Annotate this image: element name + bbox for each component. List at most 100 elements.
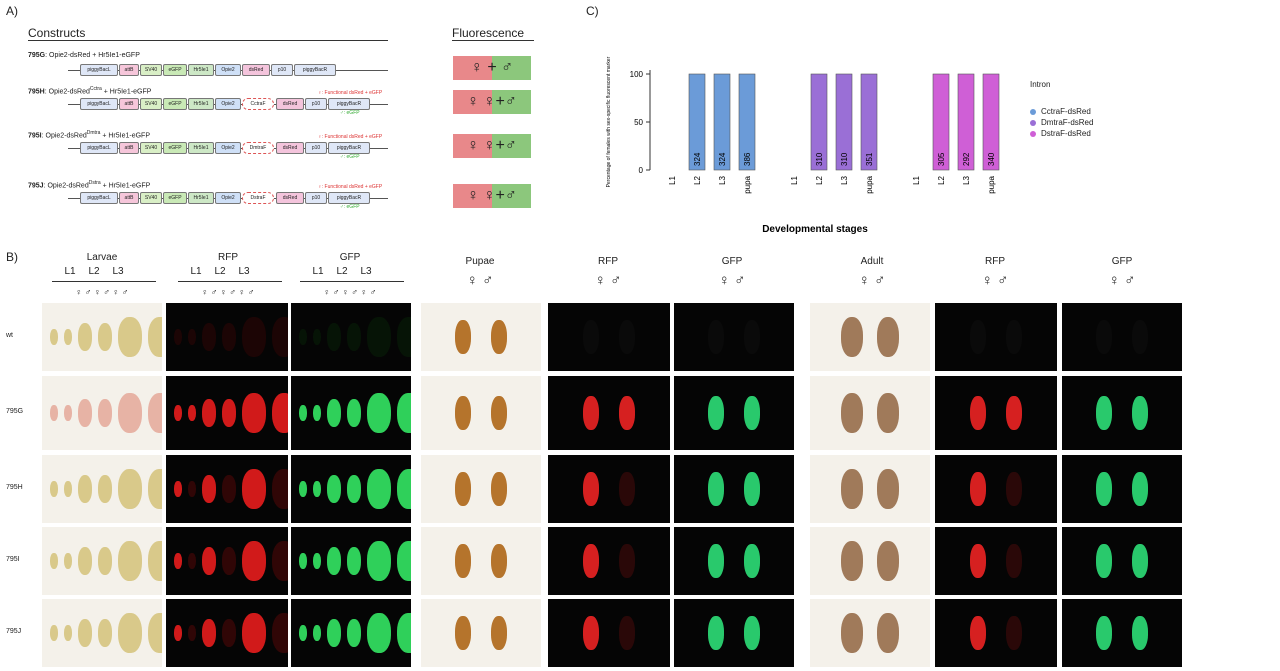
construct-name: 795I: Opie2-dsRedDmtra + Hr5Ie1-eGFP: [28, 130, 150, 139]
column-header: GFP: [721, 256, 743, 267]
fluor-red: [453, 134, 492, 158]
segment-Hr5Ie1: Hr5Ie1: [188, 98, 214, 110]
larva: [313, 553, 321, 569]
column-header: RFP: [598, 256, 618, 267]
x-tick-label: L3: [840, 175, 849, 184]
image-tile-larvae: [42, 599, 162, 667]
row-label: 795G: [6, 408, 24, 415]
larva: [98, 619, 112, 647]
larva: [50, 553, 58, 569]
construct-id: 795I: [28, 132, 42, 140]
image-tile-pupa-rfp: [548, 527, 670, 595]
stage-header: L1: [312, 266, 324, 277]
specimen: [744, 544, 760, 578]
larva: [98, 323, 112, 351]
fluor-symbols: ♀ ♀+♂: [467, 187, 517, 204]
specimen: [841, 613, 863, 653]
larva: [397, 613, 411, 653]
specimen: [619, 320, 636, 354]
row-label: 795H: [6, 484, 23, 491]
x-tick-label: L3: [718, 175, 727, 184]
construct-id: 795G: [28, 52, 46, 59]
stage-header: L3: [238, 266, 250, 277]
larva: [188, 329, 196, 345]
construct-intron-sup: Dmtra: [86, 130, 101, 136]
chart-legend: Intron CctraF-dsRed DmtraF-dsRed DstraF-dsR…: [1030, 80, 1093, 140]
image-tile-larvae-gfp: [291, 527, 411, 595]
larva: [148, 393, 162, 433]
construct-desc: : Opie2-dsRed: [41, 132, 87, 140]
sex-pair-header: ♀ ♂: [718, 272, 746, 289]
larva: [188, 405, 196, 421]
fluorescence-box: ♀ ♀+♂: [453, 184, 531, 208]
x-tick-label: pupa: [987, 175, 996, 193]
sex-pair-header: ♀ ♂: [981, 272, 1009, 289]
image-tile-adult-gfp: [1062, 455, 1182, 523]
larva: [397, 541, 411, 581]
image-tile-larvae-rfp: [166, 303, 288, 371]
larva: [64, 625, 72, 641]
image-tile-pupa-gfp: [674, 376, 794, 450]
larva: [64, 329, 72, 345]
specimen: [708, 396, 724, 430]
segment-Opie2: Opie2: [215, 98, 241, 110]
image-tile-larvae-rfp: [166, 527, 288, 595]
image-tile-adult-gfp: [1062, 376, 1182, 450]
x-tick-label: L1: [912, 175, 921, 184]
larva: [397, 469, 411, 509]
specimen: [969, 544, 986, 578]
specimen: [708, 472, 724, 506]
row-label: 795I: [6, 556, 20, 563]
specimen: [455, 616, 471, 650]
larva: [347, 619, 361, 647]
panel-a-label: A): [6, 4, 18, 18]
image-tile-pupa-rfp: [548, 455, 670, 523]
larva: [299, 481, 307, 497]
stage-header: L1: [64, 266, 76, 277]
specimen: [1096, 472, 1112, 506]
specimen: [582, 396, 599, 430]
image-tile-pupa: [421, 599, 541, 667]
larva: [98, 475, 112, 503]
column-header: Pupae: [465, 256, 495, 267]
group-underline: [300, 281, 404, 282]
image-tile-larvae: [42, 376, 162, 450]
x-tick-label: L1: [790, 175, 799, 184]
image-tile-pupa: [421, 527, 541, 595]
larva: [64, 553, 72, 569]
specimen: [491, 616, 507, 650]
stage-header: L3: [112, 266, 124, 277]
fluor-symbols: ♀ + ♂: [470, 59, 514, 76]
segment-Opie2: Opie2: [215, 192, 241, 204]
specimen: [969, 320, 986, 354]
larva: [367, 393, 391, 433]
image-tile-adult-rfp: [935, 599, 1057, 667]
image-tile-adult-gfp: [1062, 303, 1182, 371]
larva: [313, 481, 321, 497]
fluorescence-box: ♀ ♀+♂: [453, 90, 531, 114]
specimen: [744, 472, 760, 506]
construct-note-male: ♂: eGFP: [340, 154, 360, 160]
specimen: [877, 541, 899, 581]
segment-SV40: SV40: [140, 142, 162, 154]
larva: [188, 481, 196, 497]
larva: [118, 613, 142, 653]
larva: [78, 323, 92, 351]
image-tile-adult-gfp: [1062, 527, 1182, 595]
legend-item: CctraF-dsRed: [1030, 107, 1093, 116]
larva: [118, 317, 142, 357]
row-label: wt: [6, 332, 13, 339]
specimen: [455, 472, 471, 506]
larva: [174, 329, 182, 345]
larva: [242, 613, 266, 653]
larva: [222, 619, 236, 647]
intron-block: DmtraF: [242, 142, 274, 154]
specimen: [877, 317, 899, 357]
segment-piggyBacR: piggyBacR: [328, 142, 370, 154]
x-tick-label: pupa: [865, 175, 874, 193]
group-underline: [52, 281, 156, 282]
legend-item: DmtraF-dsRed: [1030, 118, 1093, 127]
stage-header: L2: [214, 266, 226, 277]
segment-piggyBacL: piggyBacL: [80, 64, 118, 76]
construct-note-male: ♂: eGFP: [340, 204, 360, 210]
